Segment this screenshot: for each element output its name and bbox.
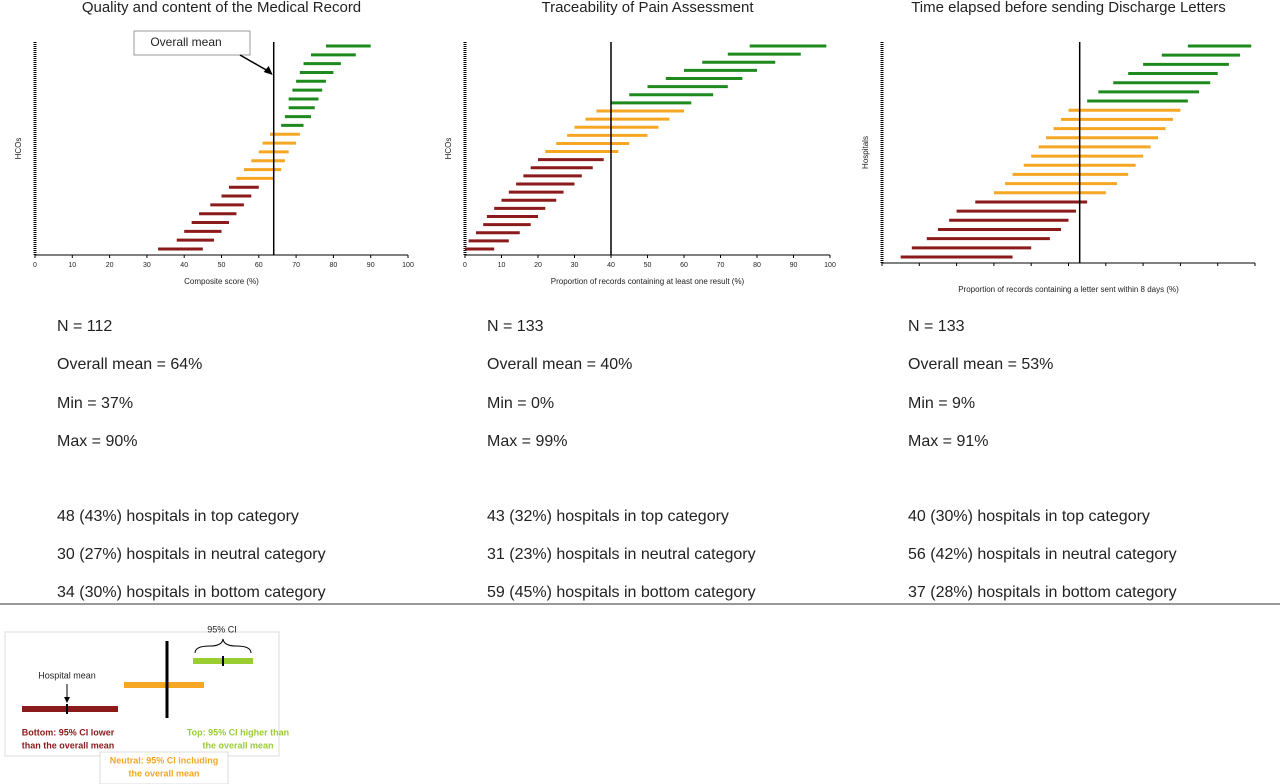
legend-arrowhead (64, 697, 70, 703)
x-tick-label: 80 (330, 262, 338, 269)
stat-text: 31 (23%) hospitals in neutral category (487, 546, 756, 563)
legend-box (4, 631, 280, 757)
x-tick-label: 100 (824, 262, 836, 269)
y-axis-label: Hospitals (861, 136, 870, 169)
x-tick-label: 60 (680, 262, 688, 269)
stat-text: Min = 9% (908, 395, 975, 412)
x-tick-label: 100 (402, 262, 414, 269)
x-axis-label: Proportion of records containing a lette… (958, 285, 1179, 294)
chart-title: Quality and content of the Medical Recor… (82, 0, 361, 16)
legend-bar (22, 706, 118, 712)
chart-title: Time elapsed before sending Discharge Le… (911, 0, 1226, 16)
legend-brace (194, 638, 252, 654)
x-tick-label: 50 (644, 262, 652, 269)
stat-text: 37 (28%) hospitals in bottom category (908, 584, 1177, 601)
annotation: Overall mean (150, 35, 221, 49)
stat-text: 48 (43%) hospitals in top category (57, 508, 299, 525)
x-tick-label: 50 (218, 262, 226, 269)
x-tick-label: 10 (68, 262, 76, 269)
legend-bottom: Bottom: 95% CI lower (22, 727, 115, 737)
chart-title: Traceability of Pain Assessment (541, 0, 754, 16)
stat-text: N = 112 (57, 318, 112, 335)
y-axis-label: HCOs (14, 138, 23, 160)
x-tick-label: 40 (180, 262, 188, 269)
annotation-arrow (239, 54, 271, 73)
legend-bottom: than the overall mean (22, 740, 115, 750)
stat-text: Overall mean = 40% (487, 356, 632, 373)
x-tick-label: 20 (534, 262, 542, 269)
stat-text: Min = 37% (57, 395, 133, 412)
legend-hospital-mean: Hospital mean (38, 670, 96, 680)
stat-text: 43 (32%) hospitals in top category (487, 508, 729, 525)
legend-top: the overall mean (202, 740, 273, 750)
stat-text: Max = 99% (487, 433, 567, 450)
x-tick-label: 90 (367, 262, 375, 269)
x-axis-label: Proportion of records containing at leas… (551, 277, 745, 286)
x-tick-label: 20 (106, 262, 114, 269)
stat-text: 34 (30%) hospitals in bottom category (57, 584, 326, 601)
stat-text: 40 (30%) hospitals in top category (908, 508, 1150, 525)
x-tick-label: 30 (143, 262, 151, 269)
x-tick-label: 60 (255, 262, 263, 269)
x-tick-label: 10 (498, 262, 506, 269)
legend-ci: 95% CI (207, 624, 237, 634)
x-tick-label: 70 (292, 262, 300, 269)
stat-text: Overall mean = 64% (57, 356, 202, 373)
y-axis-label: HCOs (444, 138, 453, 160)
stat-text: 59 (45%) hospitals in bottom category (487, 584, 756, 601)
x-tick-label: 40 (607, 262, 615, 269)
stat-text: Max = 91% (908, 433, 988, 450)
stat-text: 30 (27%) hospitals in neutral category (57, 546, 326, 563)
stat-text: Overall mean = 53% (908, 356, 1053, 373)
x-axis-label: Composite score (%) (184, 277, 259, 286)
annotation-arrowhead (263, 66, 273, 75)
stat-text: Max = 90% (57, 433, 137, 450)
legend-key: 95% CI Hospital mean Bottom: 95% CI lowe… (4, 624, 289, 784)
annotation-box (133, 30, 251, 56)
x-tick-label: 0 (463, 262, 467, 269)
stat-text: 56 (42%) hospitals in neutral category (908, 546, 1177, 563)
legend-neutral: Neutral: 95% CI including (110, 755, 219, 765)
x-tick-label: 70 (717, 262, 725, 269)
stat-text: N = 133 (908, 318, 965, 335)
legend-neutral: the overall mean (128, 768, 199, 778)
legend-bar (124, 682, 204, 688)
x-tick-label: 90 (790, 262, 798, 269)
x-tick-label: 0 (33, 262, 37, 269)
legend-top: Top: 95% CI higher than (187, 727, 289, 737)
x-tick-label: 30 (571, 262, 579, 269)
stat-text: N = 133 (487, 318, 544, 335)
legend-box (99, 751, 229, 784)
stat-text: Min = 0% (487, 395, 554, 412)
x-tick-label: 80 (753, 262, 761, 269)
